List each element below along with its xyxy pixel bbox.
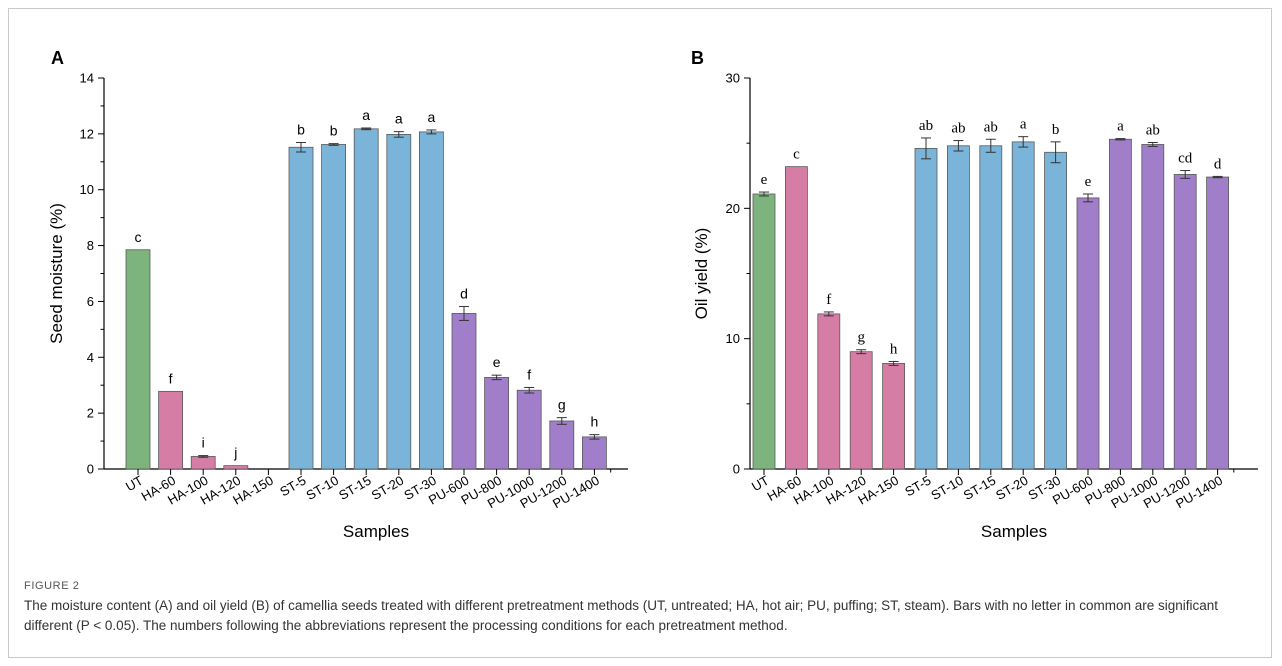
y-tick-label: 10	[726, 331, 740, 346]
significance-letter: ab	[984, 119, 998, 135]
x-tick-label: ST-20	[369, 473, 407, 503]
y-tick-label: 0	[733, 462, 740, 477]
bar-st-5	[288, 146, 314, 470]
bar-pu-1400	[1206, 176, 1229, 470]
x-tick-label: ST-10	[304, 473, 342, 503]
y-tick-label: 30	[726, 71, 740, 86]
bar-st-10	[946, 145, 970, 470]
significance-letter: cd	[1178, 151, 1193, 167]
bar-ut	[125, 249, 151, 470]
significance-letter: ab	[919, 118, 933, 134]
panel-label-b: B	[691, 48, 704, 68]
bar-pu-1000	[1141, 144, 1165, 470]
significance-letter: e	[1085, 174, 1092, 190]
x-tick-label: ST-5	[277, 473, 308, 500]
x-tick-label: ST-20	[993, 473, 1031, 503]
bar-ha-100	[190, 456, 216, 470]
significance-letter: b	[1052, 122, 1060, 138]
y-tick-label: 8	[87, 238, 94, 253]
bar-ha-60	[158, 390, 184, 470]
x-tick-label: ST-5	[902, 473, 933, 500]
significance-letter: i	[202, 435, 205, 451]
bar-pu-600	[1076, 197, 1100, 470]
y-axis-title: Oil yield (%)	[692, 228, 711, 320]
y-tick-label: 14	[80, 71, 94, 86]
bar-st-15	[353, 128, 379, 470]
y-tick-label: 4	[87, 350, 94, 365]
significance-letter: ab	[951, 121, 965, 137]
x-axis-title: Samples	[981, 522, 1047, 541]
significance-letter: a	[428, 109, 436, 125]
bar-ha-120	[223, 465, 249, 470]
y-tick-label: 2	[87, 406, 94, 421]
bar-st-30	[1044, 151, 1068, 470]
significance-letter: f	[826, 292, 831, 308]
significance-letter: g	[558, 397, 566, 413]
significance-letter: g	[857, 330, 865, 346]
significance-letter: h	[591, 414, 599, 430]
bar-st-20	[1011, 141, 1035, 470]
significance-letter: ab	[1146, 123, 1160, 139]
bar-ha-150	[882, 363, 906, 470]
bar-pu-1400	[582, 436, 607, 470]
significance-letter: f	[169, 370, 173, 386]
significance-letter: c	[135, 229, 142, 245]
significance-letter: e	[493, 354, 501, 370]
caption-label: FIGURE 2	[24, 580, 80, 592]
significance-letter: h	[890, 341, 898, 357]
bar-st-10	[321, 144, 347, 470]
bar-ha-60	[784, 166, 808, 470]
figure-caption: FIGURE 2 The moisture content (A) and oi…	[24, 580, 1249, 636]
y-tick-label: 20	[726, 201, 740, 216]
significance-letter: f	[527, 366, 531, 382]
significance-letter: a	[395, 111, 403, 127]
significance-letter: a	[1020, 117, 1027, 133]
significance-letter: e	[761, 172, 768, 188]
significance-letter: j	[233, 445, 237, 461]
x-tick-label: ST-15	[336, 473, 374, 503]
y-tick-label: 12	[80, 126, 94, 141]
bar-pu-1000	[516, 389, 542, 470]
y-tick-label: 10	[80, 182, 94, 197]
bar-pu-1200	[549, 420, 575, 470]
bar-pu-600	[451, 313, 477, 470]
bar-ha-100	[817, 313, 841, 470]
panel-label-a: A	[51, 48, 64, 68]
significance-letter: b	[297, 122, 305, 138]
bar-st-15	[979, 145, 1003, 470]
x-axis-title: Samples	[343, 522, 409, 541]
caption-text: The moisture content (A) and oil yield (…	[24, 598, 1219, 633]
bar-pu-800	[1108, 138, 1132, 470]
significance-letter: a	[1117, 119, 1124, 135]
bar-st-30	[418, 131, 444, 470]
significance-letter: c	[793, 147, 800, 163]
significance-letter: b	[330, 123, 338, 139]
bar-st-20	[386, 134, 412, 470]
bar-ut	[752, 193, 776, 470]
bar-pu-800	[484, 376, 510, 470]
bar-pu-1200	[1173, 174, 1197, 470]
bar-st-5	[914, 147, 938, 470]
bar-ha-120	[849, 351, 873, 470]
significance-letter: d	[1214, 156, 1222, 172]
y-tick-label: 0	[87, 462, 94, 477]
significance-letter: a	[362, 107, 370, 123]
y-tick-label: 6	[87, 294, 94, 309]
significance-letter: d	[460, 285, 468, 301]
x-tick-label: ST-15	[961, 473, 999, 503]
y-axis-title: Seed moisture (%)	[47, 203, 66, 344]
x-tick-label: ST-10	[928, 473, 966, 503]
